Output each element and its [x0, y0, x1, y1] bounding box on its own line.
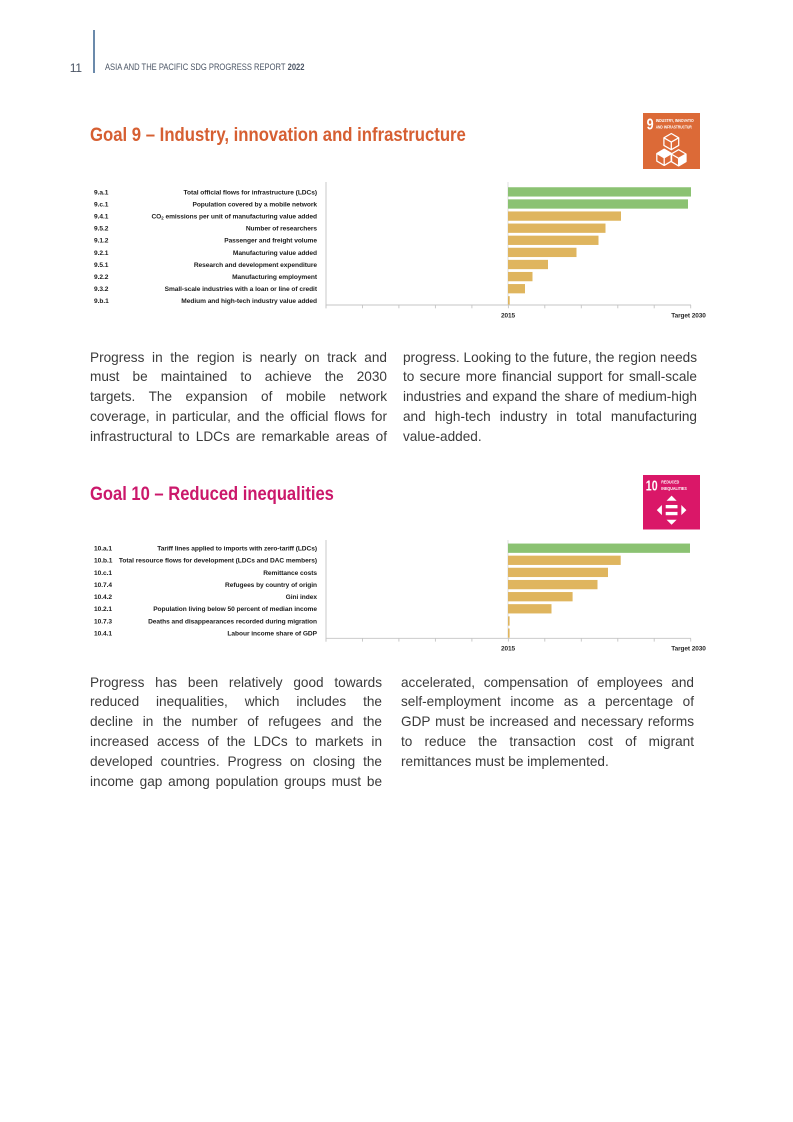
- svg-text:10.7.3: 10.7.3: [94, 618, 112, 625]
- svg-text:10.2.1: 10.2.1: [94, 606, 112, 613]
- svg-text:Manufacturing employment: Manufacturing employment: [232, 274, 318, 281]
- svg-text:10.c.1: 10.c.1: [94, 570, 112, 577]
- svg-text:9.3.2: 9.3.2: [94, 286, 109, 293]
- svg-text:9.2.1: 9.2.1: [94, 250, 109, 257]
- svg-text:Deaths and disappearances reco: Deaths and disappearances recorded durin…: [148, 618, 317, 625]
- svg-text:Population living below 50 per: Population living below 50 percent of me…: [153, 606, 317, 613]
- svg-text:10.7.4: 10.7.4: [94, 582, 112, 589]
- svg-text:10.b.1: 10.b.1: [94, 558, 113, 565]
- svg-text:AND INFRASTRUCTUR: AND INFRASTRUCTUR: [656, 124, 692, 129]
- svg-text:Gini index: Gini index: [286, 594, 318, 601]
- svg-text:Total official flows for infra: Total official flows for infrastructure …: [184, 189, 318, 196]
- svg-text:INDUSTRY, INNOVATIO: INDUSTRY, INNOVATIO: [656, 118, 694, 123]
- svg-text:10.4.1: 10.4.1: [94, 630, 112, 637]
- svg-text:9.c.1: 9.c.1: [94, 201, 109, 208]
- svg-text:Number of researchers: Number of researchers: [246, 226, 318, 233]
- svg-text:Passenger and freight volume: Passenger and freight volume: [224, 238, 317, 245]
- svg-text:2015: 2015: [501, 646, 516, 653]
- svg-text:Medium and high-tech industry: Medium and high-tech industry value adde…: [181, 298, 317, 305]
- svg-text:9.2.2: 9.2.2: [94, 274, 109, 281]
- svg-text:2015: 2015: [501, 313, 516, 320]
- svg-text:INEQUALITIES: INEQUALITIES: [661, 486, 687, 491]
- svg-text:CO2 emissions per unit of manu: CO2 emissions per unit of manufacturing …: [151, 213, 317, 220]
- svg-text:9.4.1: 9.4.1: [94, 213, 109, 220]
- svg-text:9.b.1: 9.b.1: [94, 298, 109, 305]
- svg-text:10: 10: [646, 479, 658, 495]
- svg-text:Tariff lines applied to import: Tariff lines applied to imports with zer…: [157, 546, 317, 553]
- svg-text:Research and development expen: Research and development expenditure: [194, 262, 318, 269]
- svg-text:9.1.2: 9.1.2: [94, 238, 109, 245]
- svg-text:Population covered by a mobile: Population covered by a mobile network: [192, 201, 317, 208]
- svg-text:Target 2030: Target 2030: [671, 646, 706, 653]
- svg-text:9.5.1: 9.5.1: [94, 262, 109, 269]
- svg-text:Manufacturing value added: Manufacturing value added: [233, 250, 317, 257]
- svg-text:Labour income share of GDP: Labour income share of GDP: [227, 630, 317, 637]
- svg-text:10.4.2: 10.4.2: [94, 594, 112, 601]
- svg-text:Total resource flows for devel: Total resource flows for development (LD…: [119, 558, 317, 565]
- svg-text:Small-scale industries with a: Small-scale industries with a loan or li…: [165, 286, 318, 293]
- svg-text:Target 2030: Target 2030: [671, 313, 706, 320]
- svg-text:Remittance costs: Remittance costs: [263, 570, 317, 577]
- svg-text:9: 9: [647, 116, 654, 133]
- svg-text:Refugees by country of origin: Refugees by country of origin: [225, 582, 317, 589]
- svg-text:9.5.2: 9.5.2: [94, 226, 109, 233]
- svg-text:9.a.1: 9.a.1: [94, 189, 109, 196]
- svg-text:REDUCED: REDUCED: [661, 480, 680, 485]
- svg-text:10.a.1: 10.a.1: [94, 546, 112, 553]
